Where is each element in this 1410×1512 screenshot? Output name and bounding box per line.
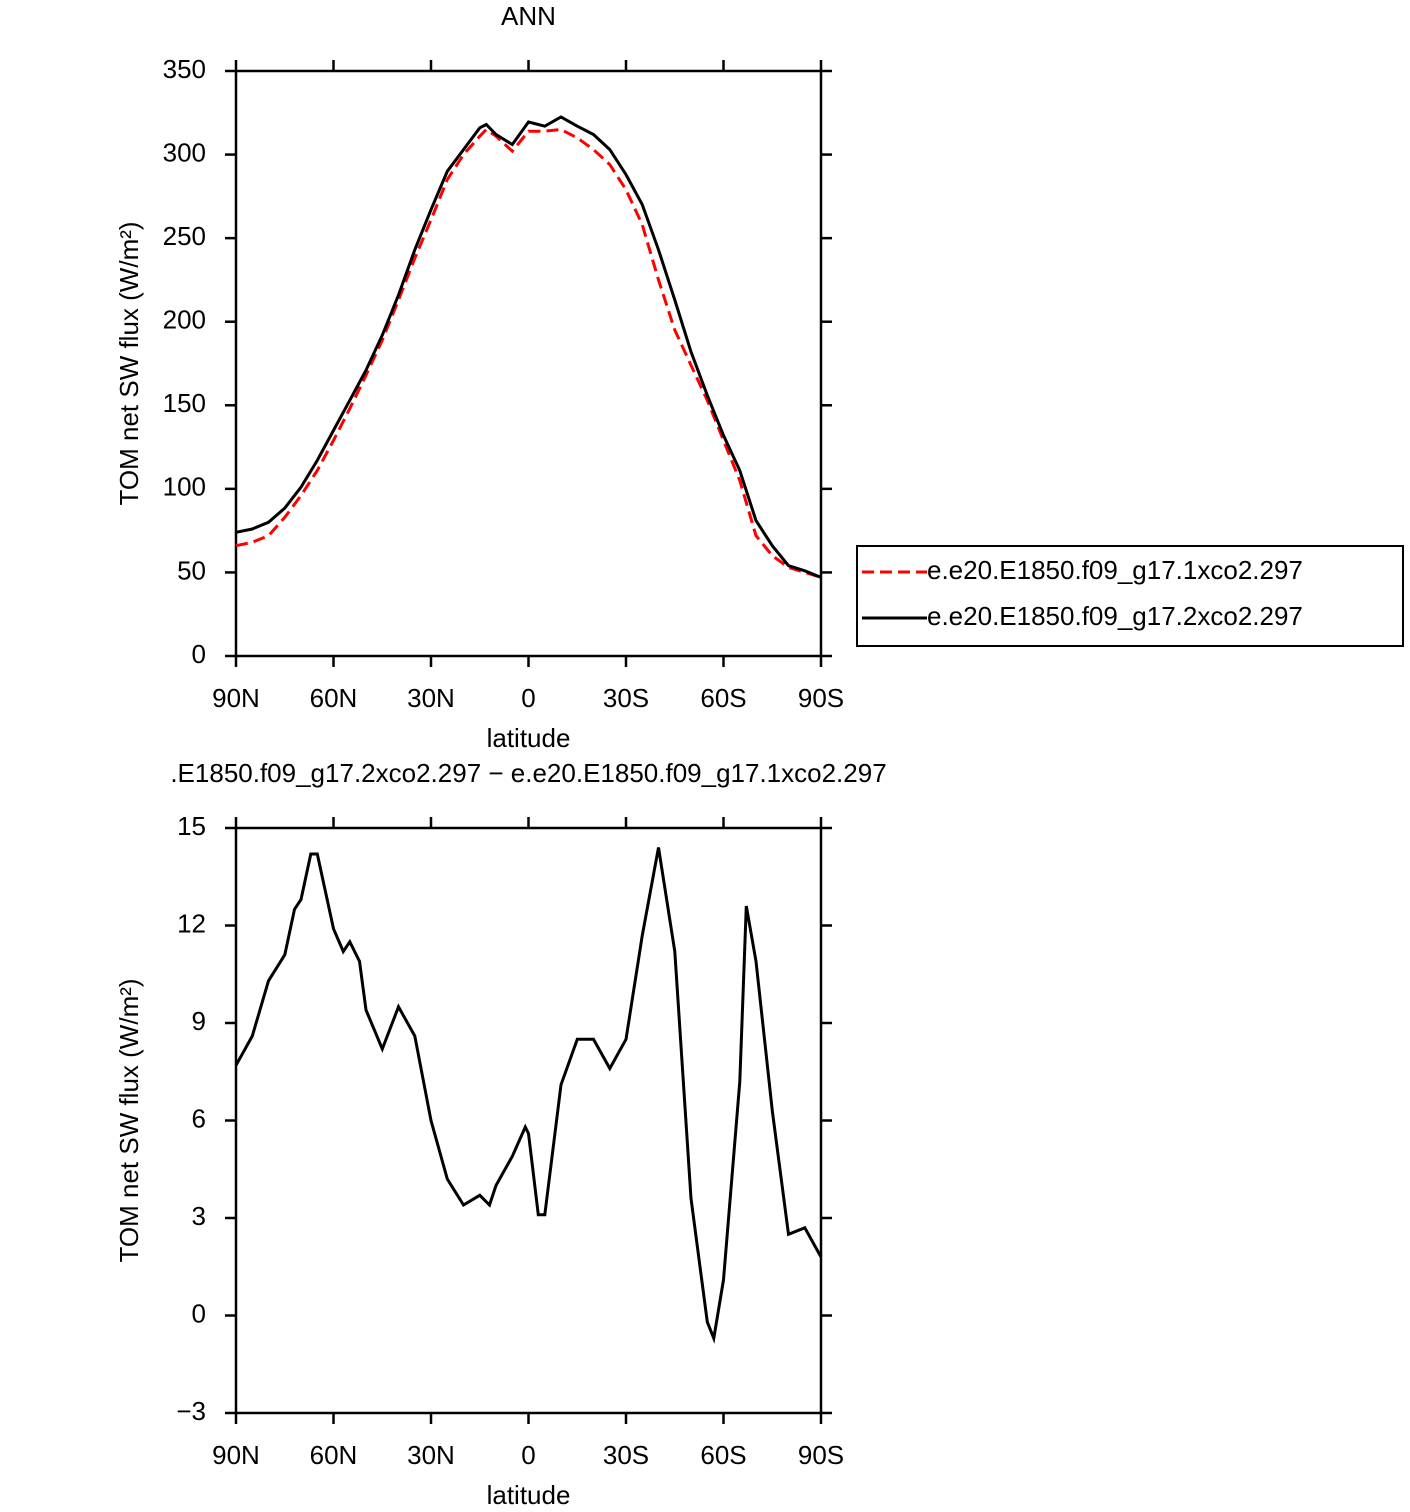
x-tick-label: 90S bbox=[798, 683, 844, 713]
x-tick-label: 0 bbox=[521, 683, 535, 713]
y-tick-label: 6 bbox=[192, 1103, 206, 1133]
x-axis-label: latitude bbox=[487, 1480, 571, 1510]
legend-label: e.e20.E1850.f09_g17.2xco2.297 bbox=[927, 601, 1303, 631]
x-axis-label: latitude bbox=[487, 723, 571, 753]
data-line bbox=[234, 847, 823, 1344]
legend-box bbox=[856, 545, 1404, 647]
x-tick-label: 90N bbox=[212, 1440, 260, 1470]
y-axis-label: TOM net SW flux (W/m²) bbox=[114, 221, 144, 505]
plot-frame bbox=[234, 826, 823, 1415]
x-tick-label: 60S bbox=[700, 683, 746, 713]
x-tick-label: 30S bbox=[603, 1440, 649, 1470]
y-tick-label: 100 bbox=[163, 472, 206, 502]
y-tick-label: 350 bbox=[163, 54, 206, 84]
x-tick-label: 0 bbox=[521, 1440, 535, 1470]
y-tick-label: 0 bbox=[192, 1298, 206, 1328]
x-tick-label: 60N bbox=[310, 1440, 358, 1470]
x-tick-label: 90S bbox=[798, 1440, 844, 1470]
x-tick-label: 30N bbox=[407, 1440, 455, 1470]
x-tick-label: 30N bbox=[407, 683, 455, 713]
data-line bbox=[235, 115, 822, 579]
chart-title: .E1850.f09_g17.2xco2.297 − e.e20.E1850.f… bbox=[170, 758, 886, 788]
y-tick-label: −3 bbox=[176, 1396, 206, 1426]
y-tick-label: 3 bbox=[192, 1201, 206, 1231]
x-tick-label: 60S bbox=[700, 1440, 746, 1470]
y-tick-label: 200 bbox=[163, 305, 206, 335]
legend-label: e.e20.E1850.f09_g17.1xco2.297 bbox=[927, 555, 1303, 585]
x-tick-label: 90N bbox=[212, 683, 260, 713]
data-line bbox=[235, 127, 822, 579]
x-tick-label: 30S bbox=[603, 683, 649, 713]
y-tick-label: 9 bbox=[192, 1006, 206, 1036]
y-axis-label: TOM net SW flux (W/m²) bbox=[114, 978, 144, 1262]
y-tick-label: 15 bbox=[177, 811, 206, 841]
y-tick-label: 150 bbox=[163, 388, 206, 418]
y-tick-label: 0 bbox=[192, 639, 206, 669]
y-tick-label: 300 bbox=[163, 137, 206, 167]
y-tick-label: 50 bbox=[177, 555, 206, 585]
x-tick-label: 60N bbox=[310, 683, 358, 713]
plot-frame bbox=[234, 69, 823, 658]
y-tick-label: 250 bbox=[163, 221, 206, 251]
y-tick-label: 12 bbox=[177, 908, 206, 938]
chart-title: ANN bbox=[501, 1, 556, 31]
